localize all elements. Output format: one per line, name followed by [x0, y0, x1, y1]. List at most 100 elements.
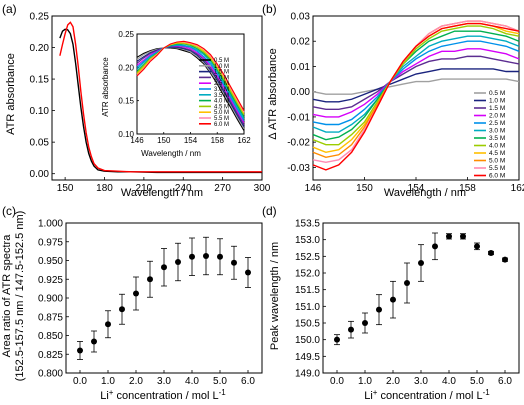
chart-a-inset-legend-label-8: 4.5 M: [214, 104, 229, 110]
chart-c-y-tick-label-8: 1.000: [38, 219, 63, 230]
chart-b-series-2-5-M-line-4: [312, 40, 520, 126]
chart-c-point-12: [245, 269, 251, 276]
chart-d-point-10: [474, 243, 480, 250]
chart-d-point-8: [446, 233, 452, 240]
chart-c-y-axis-label-line-1: Area ratio of ATR spectra: [1, 234, 13, 358]
chart-c-point-11: [231, 259, 237, 266]
chart-c-point-6: [161, 264, 167, 271]
chart-b-legend-label-6: 3.5 M: [489, 135, 505, 142]
chart-c-point-2: [105, 321, 111, 328]
chart-a-y-tick-label-5: 0.25: [30, 12, 50, 23]
chart-b-x-tick-label-4: 162: [511, 183, 524, 194]
chart-d-y-tick-label-1: 149.5: [295, 352, 320, 363]
chart-d-y-tick-label-7: 152.5: [295, 252, 320, 263]
chart-a-inset-series-1-0-M-line-1: [136, 46, 245, 129]
chart-b-y-tick-label-6: 0.03: [291, 12, 311, 23]
chart-a-inset-y-tick-label-2: 0.20: [118, 63, 134, 72]
chart-c-x-tick-label-1: 1.0: [101, 376, 115, 387]
chart-a-inset-series-2-0-M-line-3: [136, 46, 245, 125]
chart-d-x-tick-label-6: 6.0: [498, 376, 512, 387]
chart-b-x-tick-label-3: 158: [459, 183, 476, 194]
chart-a-inset-legend-label-9: 5.0 M: [214, 110, 229, 116]
chart-a-y-axis-label: ATR absorbance: [5, 53, 17, 135]
chart-c-point-0: [77, 347, 83, 354]
chart-a-inset-series-1-5-M-line-2: [136, 46, 245, 127]
chart-c-x-axis-label-unit-sup: -1: [219, 388, 227, 397]
chart-c-y-tick-label-2: 0.850: [38, 331, 63, 342]
chart-c-x-tick-label-5: 5.0: [213, 376, 227, 387]
chart-b-legend-label-1: 1.0 M: [489, 98, 505, 105]
chart-a-inset-y-tick-label-3: 0.25: [118, 30, 134, 39]
chart-c-y-tick-label-5: 0.925: [38, 275, 63, 286]
chart-c-x-tick-label-6: 6.0: [241, 376, 255, 387]
chart-a-inset-x-tick-label-3: 158: [211, 136, 225, 145]
chart-d-point-5: [404, 280, 410, 286]
chart-b-series-4-0-M-line-7: [312, 25, 520, 146]
chart-a-inset-legend-label-0: 0.5 M: [214, 58, 229, 64]
chart-b-y-tick-label-5: 0.02: [291, 37, 311, 48]
chart-b: 146 150 154 158 162 -0.03 -0.02 -0.01 0.00 0.01 0.…: [287, 12, 524, 195]
chart-a-inset-series-3-0-M-line-5: [136, 44, 245, 121]
chart-a-inset-y-tick-label-1: 0.15: [118, 97, 134, 106]
chart-b-y-axis-label: Δ ATR absorbance: [267, 48, 279, 140]
chart-c-point-5: [147, 276, 153, 283]
chart-b-series-1-0-M-line-1: [312, 68, 519, 103]
chart-a-y-tick-label-1: 0.05: [30, 138, 50, 149]
chart-a-inset-legend-label-3: 2.0 M: [214, 75, 229, 81]
chart-b-legend-label-8: 4.5 M: [489, 150, 505, 157]
chart-b-series-2-0-M-line-3: [312, 48, 520, 118]
chart-c-x-tick-label-3: 3.0: [157, 376, 171, 387]
chart-c-point-1: [91, 338, 97, 345]
chart-b-series-3-0-M-line-5: [312, 35, 520, 133]
chart-a-inset-x-tick-label-0: 146: [130, 136, 144, 145]
chart-b-y-tick-label-3: 0.00: [291, 87, 311, 98]
chart-b-series-6-0-M-line-11: [312, 22, 520, 171]
chart-a-inset-y-tick-label-0: 0.10: [118, 130, 134, 139]
chart-c-x-axis-label-sup: +: [109, 388, 114, 397]
chart-d-y-tick-label-9: 153.5: [295, 219, 320, 230]
chart-a-inset-legend-label-7: 4.0 M: [214, 99, 229, 105]
chart-d-x-tick-label-0: 0.0: [330, 376, 344, 387]
chart-b-series-3-5-M-line-6: [312, 30, 520, 141]
chart-a-inset-legend-label-5: 3.0 M: [214, 87, 229, 93]
chart-b-x-tick-label-1: 150: [356, 183, 373, 194]
chart-a-inset-series-5-0-M-line-9: [136, 42, 245, 114]
chart-a-inset-legend-label-11: 6.0 M: [214, 122, 229, 128]
chart-c-point-4: [133, 290, 139, 297]
chart-a-inset-y-axis-label: ATR absorbance: [101, 57, 110, 117]
chart-b-legend-label-3: 2.0 M: [489, 113, 505, 120]
chart-a-inset-x-axis-label: Wavelength / nm: [141, 149, 201, 158]
chart-a-inset-legend-label-4: 2.5 M: [214, 81, 229, 87]
chart-b-legend-label-2: 1.5 M: [489, 105, 505, 112]
chart-a-y-tick-label-3: 0.15: [30, 75, 50, 86]
chart-d-x-axis-label-rest: concentration / mol L: [377, 390, 482, 402]
chart-b-legend-label-7: 4.0 M: [489, 143, 505, 150]
chart-d-point-1: [348, 326, 354, 333]
chart-c-y-tick-label-0: 0.800: [38, 369, 63, 380]
chart-d-y-tick-label-3: 150.5: [295, 319, 320, 330]
chart-b-y-tick-label-0: -0.03: [287, 163, 310, 174]
chart-b-legend-label-0: 0.5 M: [489, 90, 505, 97]
chart-c-plot-frame: [65, 222, 263, 374]
chart-a-series-6-0-M-line-1: [59, 21, 262, 173]
chart-d-x-axis-label-sup: +: [373, 388, 378, 397]
chart-c-y-tick-label-3: 0.875: [38, 312, 63, 323]
chart-d-x-axis-label-main: Li: [364, 390, 373, 402]
chart-d-y-tick-label-5: 151.5: [295, 285, 320, 296]
panel-label-d: (d): [262, 204, 277, 218]
chart-b-y-tick-label-2: -0.01: [287, 112, 310, 123]
chart-a-inset-legend-label-6: 3.5 M: [214, 93, 229, 99]
chart-d-point-11: [488, 250, 494, 256]
chart-a-inset-x-tick-label-2: 154: [184, 136, 198, 145]
chart-a-inset-legend-label-2: 1.5 M: [214, 70, 229, 76]
chart-d-y-axis-label: Peak wavelength / nm: [269, 242, 281, 350]
chart-d-point-7: [432, 243, 438, 250]
chart-d-x-axis-label: Li+ concentration / mol L-1: [364, 388, 490, 402]
chart-d: 0.0 1.0 2.0 3.0 4.0 5.0 6.0 149.0 149.5 150.0 150.…: [295, 219, 520, 387]
chart-d-x-tick-label-2: 2.0: [386, 376, 400, 387]
chart-c-point-7: [175, 259, 181, 265]
chart-a-x-tick-label-0: 150: [57, 183, 74, 194]
chart-c-y-axis-label-line-2: (152.5-157.5 nm / 147.5-152.5 nm): [14, 211, 26, 382]
chart-c-x-tick-label-0: 0.0: [73, 376, 87, 387]
